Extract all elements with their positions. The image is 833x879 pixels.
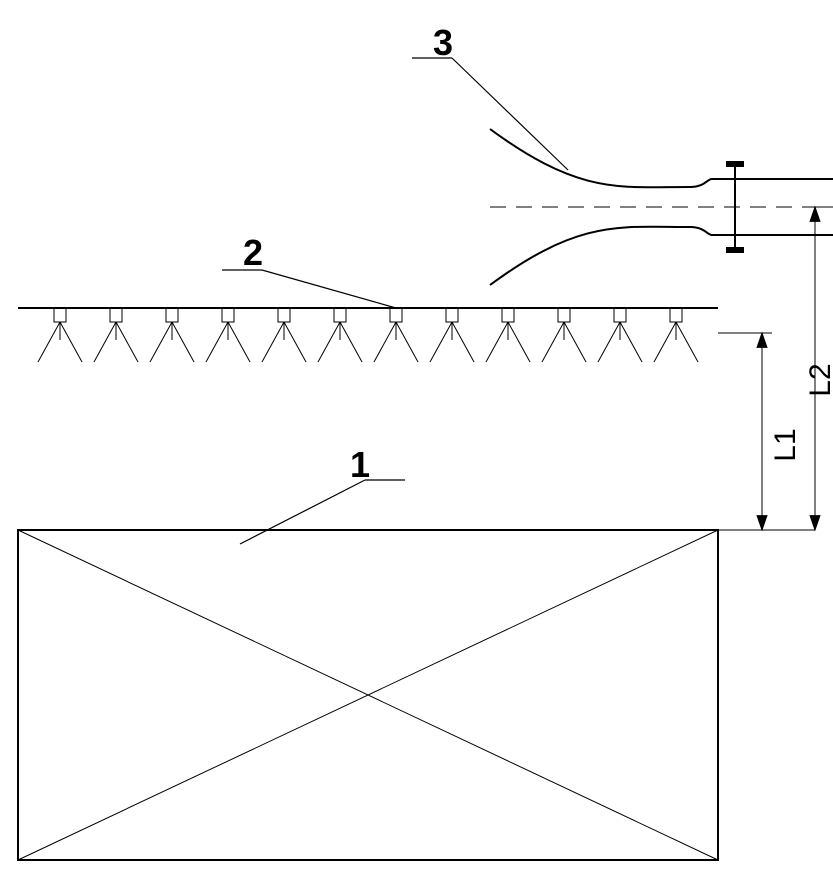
dimension-l2: L2 <box>718 207 833 530</box>
fan-assembly <box>490 129 833 285</box>
callout-3-text: 3 <box>433 22 453 63</box>
dimension-l2-text: L2 <box>804 363 833 396</box>
spray-bar <box>18 308 718 362</box>
dimension-l1-text: L1 <box>769 428 802 461</box>
callout-2-text: 2 <box>243 232 263 273</box>
callout-1-text: 1 <box>350 444 370 485</box>
filler-block <box>18 530 718 860</box>
dimension-l1: L1 <box>718 333 802 530</box>
callout-labels: 1 2 3 <box>222 22 568 544</box>
